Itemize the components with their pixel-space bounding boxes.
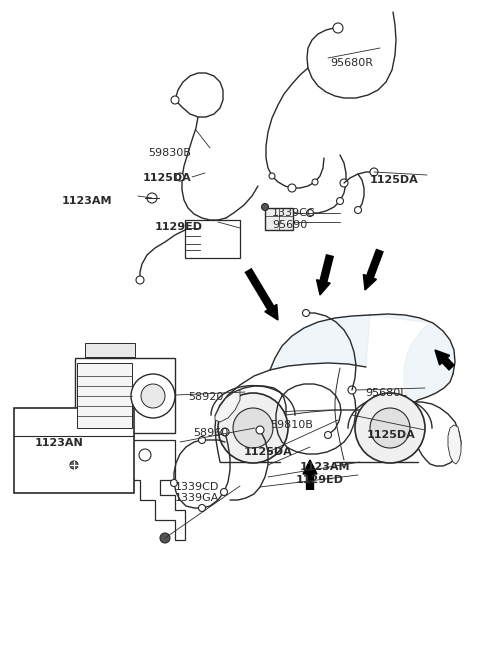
Text: 95690: 95690 — [272, 220, 307, 230]
Circle shape — [256, 426, 264, 434]
Circle shape — [233, 408, 273, 448]
Text: 95680L: 95680L — [365, 388, 407, 398]
Circle shape — [119, 449, 131, 461]
Text: 1123AM: 1123AM — [62, 196, 112, 206]
Text: 1339GA: 1339GA — [175, 493, 219, 503]
Polygon shape — [363, 274, 376, 290]
Text: 1129ED: 1129ED — [155, 222, 203, 232]
Polygon shape — [270, 315, 370, 370]
Bar — [265, 208, 293, 230]
Circle shape — [176, 173, 184, 181]
Polygon shape — [370, 314, 455, 404]
Circle shape — [131, 374, 175, 418]
Bar — [77, 363, 132, 428]
Text: 1123AN: 1123AN — [35, 438, 84, 448]
Text: 1129ED: 1129ED — [296, 475, 344, 485]
Circle shape — [220, 489, 228, 495]
Text: 1123AM: 1123AM — [300, 462, 350, 472]
Circle shape — [370, 168, 378, 176]
Circle shape — [302, 310, 310, 316]
Circle shape — [348, 386, 356, 394]
Circle shape — [340, 179, 348, 187]
Text: 58960: 58960 — [193, 428, 228, 438]
Polygon shape — [317, 280, 330, 295]
Circle shape — [312, 179, 318, 185]
Circle shape — [199, 436, 205, 443]
Bar — [85, 343, 135, 357]
Circle shape — [141, 384, 165, 408]
Circle shape — [288, 184, 296, 192]
Circle shape — [171, 96, 179, 104]
Polygon shape — [110, 440, 185, 540]
Text: 1339CD: 1339CD — [175, 482, 219, 492]
Text: 95680R: 95680R — [330, 58, 373, 68]
Circle shape — [170, 479, 178, 487]
Circle shape — [119, 464, 131, 476]
Polygon shape — [303, 460, 317, 474]
Bar — [75, 358, 175, 433]
Circle shape — [218, 393, 288, 463]
Circle shape — [147, 193, 157, 203]
Text: 1125DA: 1125DA — [367, 430, 416, 440]
Text: 59830B: 59830B — [148, 148, 191, 158]
Circle shape — [370, 408, 410, 448]
Circle shape — [336, 198, 344, 204]
Circle shape — [139, 449, 151, 461]
Polygon shape — [435, 350, 450, 365]
Circle shape — [160, 533, 170, 543]
Text: 1339CC: 1339CC — [272, 208, 316, 218]
Circle shape — [324, 432, 332, 438]
Text: 59810B: 59810B — [270, 420, 313, 430]
Circle shape — [333, 23, 343, 33]
Polygon shape — [448, 425, 461, 464]
Bar — [185, 220, 240, 258]
Circle shape — [355, 393, 425, 463]
Circle shape — [355, 206, 361, 214]
Text: 1125DA: 1125DA — [143, 173, 192, 183]
Circle shape — [262, 204, 268, 210]
Text: 1125DA: 1125DA — [370, 175, 419, 185]
Text: 1125DA: 1125DA — [244, 447, 293, 457]
Polygon shape — [215, 390, 240, 422]
Circle shape — [199, 504, 205, 512]
Circle shape — [136, 276, 144, 284]
Circle shape — [307, 210, 313, 217]
Circle shape — [269, 173, 275, 179]
Bar — [14, 408, 134, 493]
Circle shape — [70, 461, 78, 469]
Text: 58920: 58920 — [188, 392, 223, 402]
Polygon shape — [265, 305, 278, 320]
Circle shape — [221, 428, 229, 436]
